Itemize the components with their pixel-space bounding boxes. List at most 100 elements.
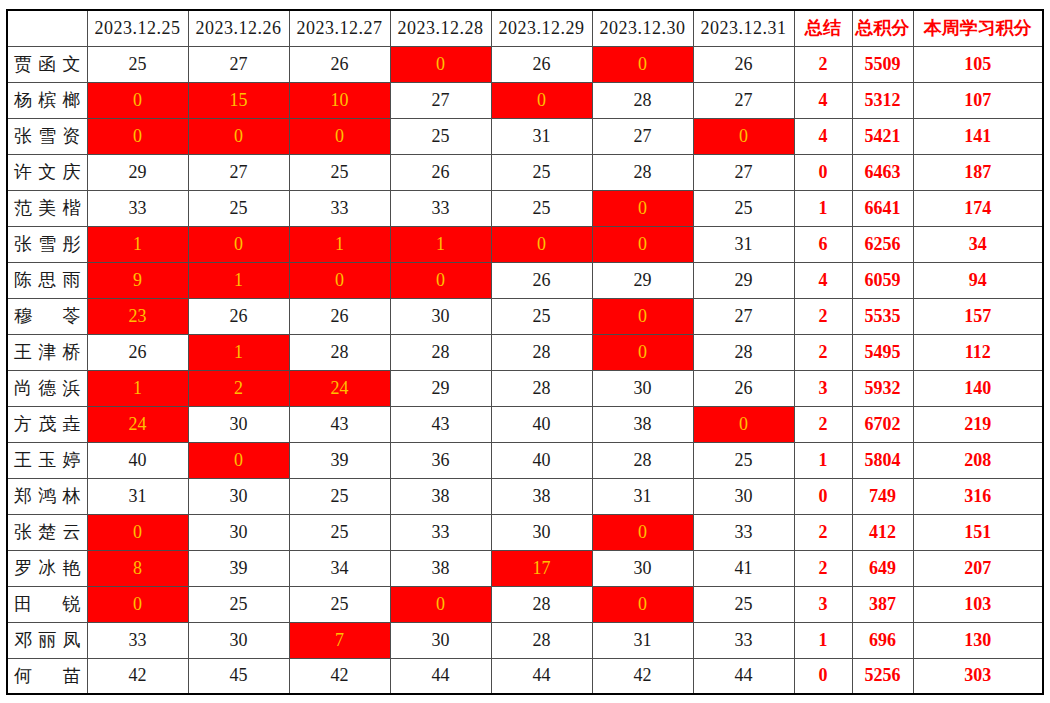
daily-score-cell: 0	[592, 46, 693, 82]
total-points-cell: 5932	[852, 370, 913, 406]
header-row: 2023.12.252023.12.262023.12.272023.12.28…	[7, 10, 1043, 46]
daily-score-cell: 25	[289, 586, 390, 622]
daily-score-cell: 33	[390, 190, 491, 226]
daily-score-cell: 0	[390, 262, 491, 298]
daily-score-cell: 31	[592, 478, 693, 514]
daily-score-cell: 0	[188, 226, 289, 262]
daily-score-cell: 31	[592, 622, 693, 658]
table-body: 贾函文25272602602625509105杨槟榔01510270282745…	[7, 46, 1043, 694]
week-points-cell: 103	[913, 586, 1043, 622]
daily-score-cell: 25	[491, 298, 592, 334]
week-points-cell: 151	[913, 514, 1043, 550]
daily-score-cell: 1	[289, 226, 390, 262]
daily-score-cell: 25	[491, 190, 592, 226]
total-points-cell: 5804	[852, 442, 913, 478]
daily-score-cell: 33	[87, 190, 188, 226]
total-points-cell: 412	[852, 514, 913, 550]
daily-score-cell: 33	[693, 622, 794, 658]
week-points-cell: 316	[913, 478, 1043, 514]
table-row: 王津桥26128282802825495112	[7, 334, 1043, 370]
student-name-cell: 杨槟榔	[7, 82, 87, 118]
student-name-cell: 许文庆	[7, 154, 87, 190]
daily-score-cell: 8	[87, 550, 188, 586]
daily-score-cell: 30	[188, 478, 289, 514]
daily-score-cell: 33	[390, 514, 491, 550]
student-name-cell: 郑鸿林	[7, 478, 87, 514]
student-name-cell: 罗冰艳	[7, 550, 87, 586]
student-name-cell: 尚德浜	[7, 370, 87, 406]
total-points-cell: 387	[852, 586, 913, 622]
daily-score-cell: 29	[693, 262, 794, 298]
daily-score-cell: 28	[491, 586, 592, 622]
daily-score-cell: 28	[592, 442, 693, 478]
week-points-cell: 94	[913, 262, 1043, 298]
summary-count-cell: 0	[794, 658, 852, 694]
table-row: 邓丽凤33307302831331696130	[7, 622, 1043, 658]
daily-score-cell: 27	[693, 82, 794, 118]
daily-score-cell: 1	[188, 334, 289, 370]
daily-score-cell: 24	[87, 406, 188, 442]
daily-score-cell: 29	[87, 154, 188, 190]
table-row: 张楚云0302533300332412151	[7, 514, 1043, 550]
daily-score-cell: 0	[188, 442, 289, 478]
daily-score-cell: 30	[592, 370, 693, 406]
daily-score-cell: 28	[693, 334, 794, 370]
daily-score-cell: 45	[188, 658, 289, 694]
total-points-cell: 749	[852, 478, 913, 514]
week-points-cell: 112	[913, 334, 1043, 370]
summary-column-header: 本周学习积分	[913, 10, 1043, 46]
student-name-cell: 张雪资	[7, 118, 87, 154]
daily-score-cell: 42	[87, 658, 188, 694]
summary-count-cell: 3	[794, 370, 852, 406]
daily-score-cell: 1	[87, 226, 188, 262]
daily-score-cell: 25	[693, 190, 794, 226]
total-points-cell: 5256	[852, 658, 913, 694]
daily-score-cell: 26	[188, 298, 289, 334]
daily-score-cell: 0	[87, 514, 188, 550]
total-points-cell: 6702	[852, 406, 913, 442]
daily-score-cell: 0	[592, 190, 693, 226]
daily-score-cell: 26	[491, 262, 592, 298]
total-points-cell: 696	[852, 622, 913, 658]
summary-count-cell: 6	[794, 226, 852, 262]
daily-score-cell: 25	[87, 46, 188, 82]
daily-score-cell: 1	[188, 262, 289, 298]
daily-score-cell: 44	[390, 658, 491, 694]
daily-score-cell: 40	[491, 442, 592, 478]
summary-count-cell: 1	[794, 442, 852, 478]
total-points-cell: 5312	[852, 82, 913, 118]
daily-score-cell: 25	[693, 442, 794, 478]
table-row: 王玉婷400393640282515804208	[7, 442, 1043, 478]
daily-score-cell: 42	[289, 658, 390, 694]
student-name-cell: 范美楷	[7, 190, 87, 226]
daily-score-cell: 38	[390, 478, 491, 514]
daily-score-cell: 30	[693, 478, 794, 514]
daily-score-cell: 0	[390, 46, 491, 82]
daily-score-cell: 28	[491, 334, 592, 370]
week-points-cell: 174	[913, 190, 1043, 226]
daily-score-cell: 28	[592, 154, 693, 190]
table-row: 穆苓232626302502725535157	[7, 298, 1043, 334]
summary-column-header: 总结	[794, 10, 852, 46]
daily-score-cell: 26	[491, 46, 592, 82]
weekly-points-table: 2023.12.252023.12.262023.12.272023.12.28…	[6, 9, 1044, 695]
week-points-cell: 107	[913, 82, 1043, 118]
daily-score-cell: 25	[289, 514, 390, 550]
daily-score-cell: 25	[491, 154, 592, 190]
daily-score-cell: 29	[390, 370, 491, 406]
daily-score-cell: 26	[693, 46, 794, 82]
date-column-header: 2023.12.30	[592, 10, 693, 46]
daily-score-cell: 17	[491, 550, 592, 586]
summary-count-cell: 2	[794, 298, 852, 334]
total-points-cell: 6256	[852, 226, 913, 262]
daily-score-cell: 30	[188, 514, 289, 550]
daily-score-cell: 30	[592, 550, 693, 586]
daily-score-cell: 30	[390, 298, 491, 334]
daily-score-cell: 27	[592, 118, 693, 154]
date-column-header: 2023.12.31	[693, 10, 794, 46]
total-points-cell: 649	[852, 550, 913, 586]
daily-score-cell: 27	[188, 46, 289, 82]
daily-score-cell: 33	[289, 190, 390, 226]
table-row: 陈思雨91002629294605994	[7, 262, 1043, 298]
summary-count-cell: 1	[794, 622, 852, 658]
